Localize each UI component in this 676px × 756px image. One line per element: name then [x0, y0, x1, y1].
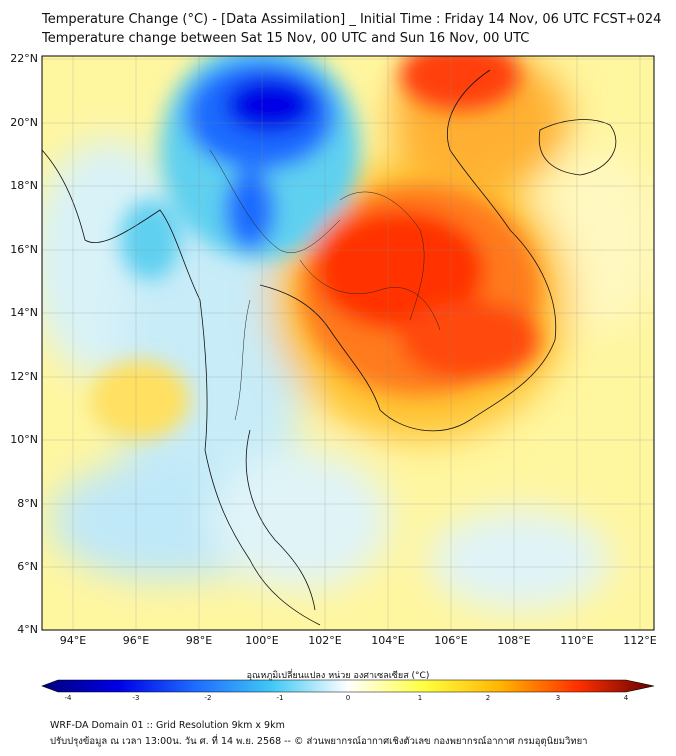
lat-label: 14°N — [10, 306, 38, 319]
lon-label: 106°E — [434, 634, 468, 647]
lat-label: 16°N — [10, 243, 38, 256]
colorbar-tick: 2 — [485, 694, 491, 702]
colorbar-tick: 0 — [345, 694, 351, 702]
country-borders — [209, 149, 441, 421]
chart-subtitle: Temperature change between Sat 15 Nov, 0… — [42, 31, 530, 46]
lon-label: 94°E — [59, 634, 87, 647]
lat-label: 20°N — [10, 116, 38, 129]
coastlines — [42, 69, 617, 626]
lon-label: 110°E — [560, 634, 594, 647]
gridlines — [42, 56, 654, 630]
lat-label: 12°N — [10, 370, 38, 383]
lon-label: 96°E — [122, 634, 150, 647]
lat-label: 18°N — [10, 179, 38, 192]
map-frame — [41, 55, 655, 631]
colorbar-tick: 3 — [555, 694, 561, 702]
colorbar-tick: -3 — [132, 694, 140, 702]
colorbar-tick: -2 — [204, 694, 212, 702]
lat-label: 4°N — [17, 623, 38, 636]
lat-label: 6°N — [17, 560, 38, 573]
colorbar-tick: 1 — [417, 694, 423, 702]
lon-label: 104°E — [371, 634, 405, 647]
lon-label: 108°E — [497, 634, 531, 647]
colorbar-tick: -1 — [276, 694, 284, 702]
colorbar-title: อุณหภูมิเปลี่ยนแปลง หน่วย องศาเซลเซียส (… — [246, 671, 430, 681]
lat-label: 8°N — [17, 497, 38, 510]
lon-label: 98°E — [185, 634, 213, 647]
footer-model-info: WRF-DA Domain 01 :: Grid Resolution 9km … — [50, 720, 285, 731]
lon-label: 102°E — [308, 634, 342, 647]
lat-label: 22°N — [10, 52, 38, 65]
colorbar — [41, 679, 655, 693]
lon-label: 100°E — [245, 634, 279, 647]
lat-label: 10°N — [10, 433, 38, 446]
colorbar-tick: 4 — [623, 694, 629, 702]
footer-update-info: ปรับปรุงข้อมูล ณ เวลา 13:00น. วัน ศ. ที่… — [50, 736, 588, 747]
colorbar-tick: -4 — [64, 694, 72, 702]
lon-label: 112°E — [623, 634, 657, 647]
chart-title: Temperature Change (°C) - [Data Assimila… — [42, 12, 662, 27]
temperature-field — [42, 56, 654, 630]
